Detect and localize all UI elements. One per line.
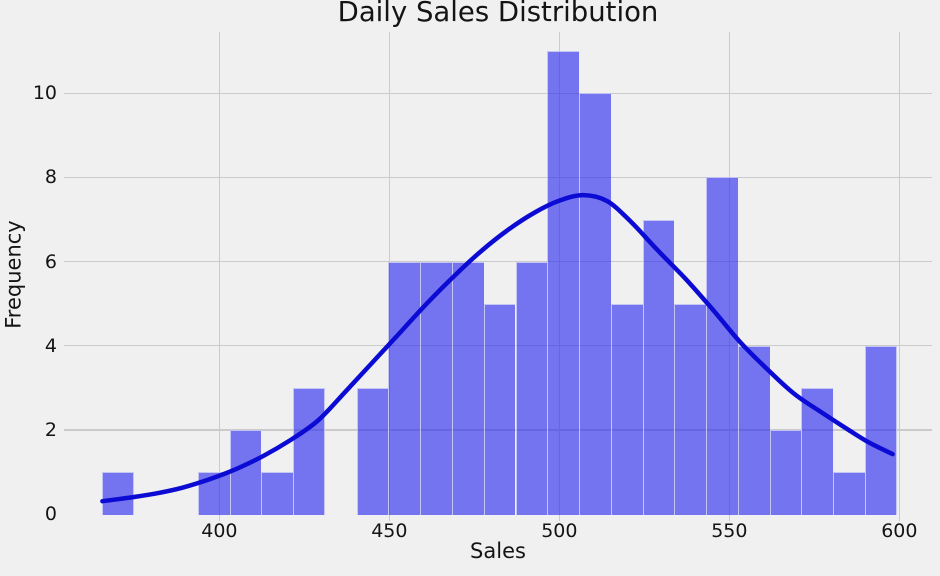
grid-line-vertical: [218, 32, 221, 521]
y-tick-label: 0: [44, 502, 57, 525]
histogram-bar: [388, 261, 421, 515]
histogram-bar: [451, 261, 484, 515]
histogram-bar: [102, 471, 135, 515]
histogram-bar: [737, 345, 770, 515]
x-tick-label: 400: [201, 520, 238, 542]
histogram-bar: [865, 345, 897, 515]
kde-curve-path: [100, 192, 895, 504]
histogram-bar: [547, 51, 580, 515]
y-tick-label: 4: [44, 334, 57, 357]
y-axis-label: Frequency: [1, 220, 26, 329]
histogram-bar: [610, 303, 643, 515]
histogram-bar: [833, 471, 866, 515]
chart-title: Daily Sales Distribution: [337, 0, 659, 28]
histogram-bar: [579, 93, 611, 515]
grid-line-horizontal: [64, 260, 932, 263]
histogram-bar: [229, 429, 262, 515]
kde-curve: [100, 192, 895, 504]
y-tick-label: 2: [44, 418, 57, 441]
plot-area: [64, 32, 932, 521]
histogram-bar: [515, 261, 548, 515]
histogram-bar: [642, 219, 675, 515]
grid-line-vertical: [898, 32, 901, 521]
x-tick-label: 500: [541, 520, 578, 542]
x-tick-label: 450: [371, 520, 408, 542]
histogram-bar: [769, 429, 802, 515]
histogram-bar: [356, 387, 389, 515]
x-tick-label: 550: [711, 520, 748, 542]
grid-line-horizontal: [64, 176, 932, 179]
histogram-bar: [483, 303, 516, 515]
histogram-bar: [293, 387, 325, 515]
histogram-bar: [706, 177, 738, 515]
histogram-bar: [674, 303, 707, 515]
y-tick-label: 10: [32, 82, 57, 105]
histogram-bar: [261, 471, 294, 515]
y-tick-label: 6: [44, 250, 57, 273]
grid-line-horizontal: [64, 92, 932, 95]
y-tick-label: 8: [44, 166, 57, 189]
x-axis-label: Sales: [470, 539, 526, 563]
x-tick-label: 600: [881, 520, 918, 542]
